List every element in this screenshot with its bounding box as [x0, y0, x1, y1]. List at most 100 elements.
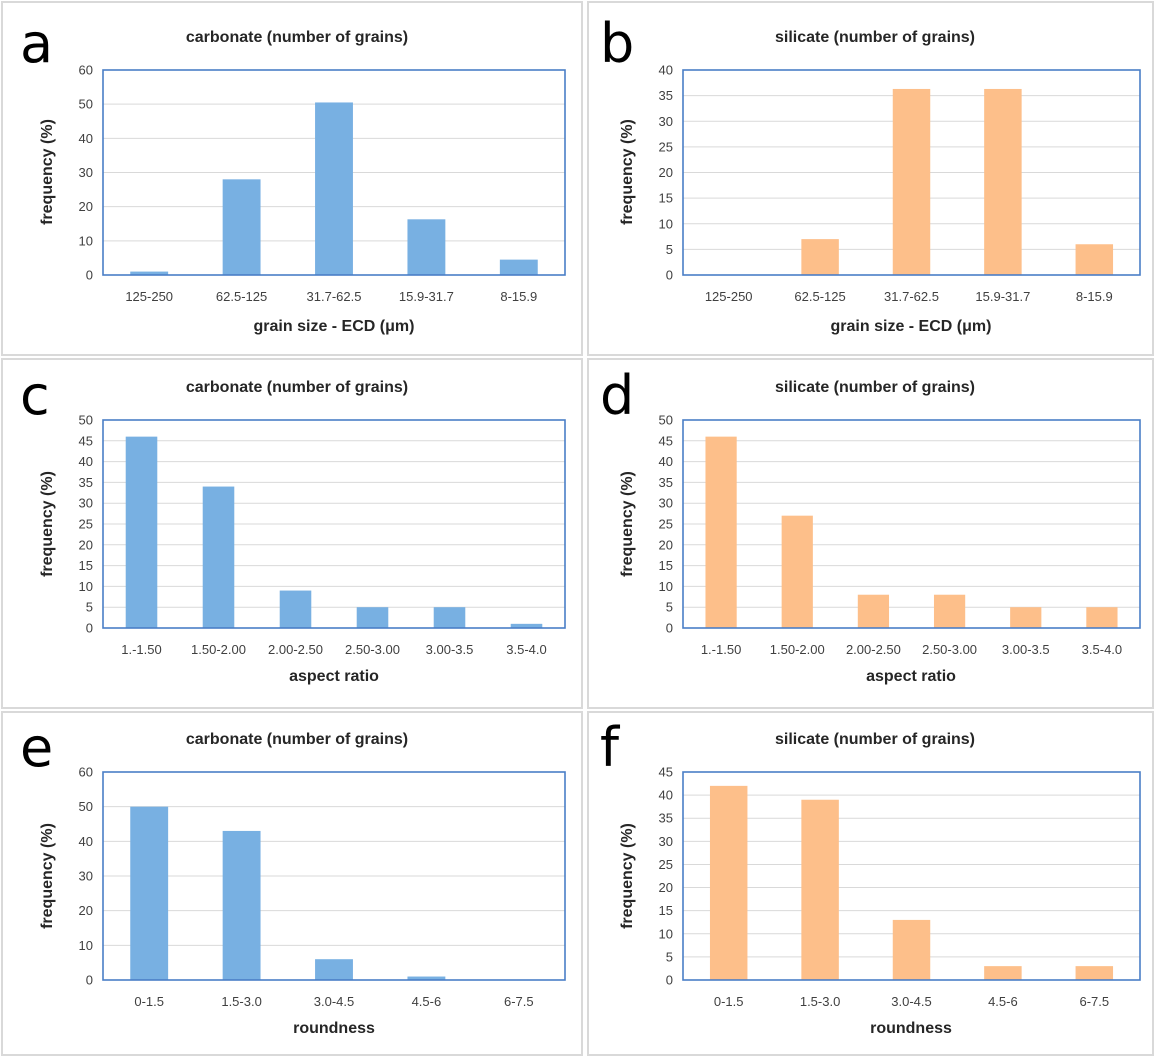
chart-c-ytick-label: 0 — [86, 621, 93, 636]
chart-a-panel-letter: a — [20, 12, 53, 75]
chart-c-panel-border — [1, 358, 583, 709]
chart-b-xtick-label: 125-250 — [705, 289, 753, 304]
chart-a-ytick-label: 0 — [86, 268, 93, 283]
chart-c-bar-4 — [356, 607, 389, 628]
chart-f-bar-4 — [984, 966, 1022, 980]
chart-f-ytick-label: 10 — [659, 926, 673, 941]
chart-e-bar-3 — [315, 959, 353, 980]
chart-d-bar-2 — [781, 515, 813, 628]
chart-c-xtick-label: 3.00-3.5 — [426, 642, 474, 657]
chart-f-ytick-label: 5 — [666, 949, 673, 964]
chart-d-ytick-label: 50 — [659, 413, 673, 428]
chart-e-panel-letter: e — [20, 716, 53, 779]
chart-d-panel-border — [587, 358, 1154, 709]
chart-c-ytick-label: 15 — [79, 558, 93, 573]
chart-c-xtick-label: 1.-1.50 — [121, 642, 161, 657]
chart-f-bar-2 — [801, 799, 839, 980]
chart-f-ytick-label: 40 — [659, 788, 673, 803]
chart-b-xtick-label: 62.5-125 — [794, 289, 845, 304]
chart-d-bar-4 — [933, 594, 966, 628]
chart-d-xtick-label: 3.5-4.0 — [1082, 642, 1122, 657]
chart-e-panel-border — [1, 711, 583, 1056]
chart-b-ytick-label: 25 — [659, 139, 673, 154]
chart-a-xtick-label: 8-15.9 — [500, 289, 537, 304]
chart-a-bar-4 — [407, 219, 446, 275]
chart-a-plot-area — [102, 69, 566, 276]
chart-d-ytick-label: 45 — [659, 433, 673, 448]
chart-f-y-axis-label: frequency (%) — [619, 823, 636, 929]
chart-a-ytick-label: 10 — [79, 233, 93, 248]
chart-e-xtick-label: 1.5-3.0 — [221, 994, 261, 1009]
chart-c-xtick-label: 1.50-2.00 — [191, 642, 246, 657]
chart-f-title: silicate (number of grains) — [775, 731, 975, 748]
chart-c-x-axis-label: aspect ratio — [289, 668, 379, 685]
chart-a-ytick-label: 60 — [79, 63, 93, 78]
chart-a-ytick-label: 40 — [79, 131, 93, 146]
chart-f-ytick-label: 20 — [659, 880, 673, 895]
chart-f-ytick-label: 15 — [659, 903, 673, 918]
chart-a-panel-border — [1, 1, 583, 356]
chart-b: 0 5 10 15 20 25 30 35 40 125-250 62.5-125 31.7-62.5… — [587, 1, 1154, 356]
chart-f-xtick-label: 6-7.5 — [1079, 994, 1109, 1009]
chart-d-ytick-label: 40 — [659, 454, 673, 469]
chart-c-xtick-label: 2.00-2.50 — [268, 642, 323, 657]
chart-a-xtick-label: 62.5-125 — [216, 289, 267, 304]
chart-d-bar-5 — [1010, 607, 1042, 628]
chart-b-ytick-label: 15 — [659, 191, 673, 206]
chart-e-xtick-label: 4.5-6 — [412, 994, 442, 1009]
chart-f-x-axis-label: roundness — [870, 1020, 952, 1037]
chart-c-xtick-label: 2.50-3.00 — [345, 642, 400, 657]
chart-c-ytick-label: 35 — [79, 475, 93, 490]
chart-f-ytick-label: 30 — [659, 834, 673, 849]
chart-f-ytick-label: 0 — [666, 973, 673, 988]
chart-b-bar-3 — [892, 88, 931, 276]
chart-b-ytick-label: 40 — [659, 63, 673, 78]
chart-d-bar-3 — [857, 594, 890, 628]
chart-c-ytick-label: 30 — [79, 496, 93, 511]
chart-c-ytick-label: 50 — [79, 413, 93, 428]
chart-b-panel-letter: b — [600, 12, 634, 75]
chart-e-xtick-label: 6-7.5 — [504, 994, 534, 1009]
chart-b-ytick-label: 20 — [659, 165, 673, 180]
chart-e-ytick-label: 10 — [79, 938, 93, 953]
chart-a-bar-5 — [499, 259, 538, 275]
chart-b-xtick-label: 8-15.9 — [1076, 289, 1113, 304]
chart-a-x-axis-label: grain size - ECD (μm) — [254, 318, 415, 335]
chart-e-ytick-label: 0 — [86, 973, 93, 988]
chart-d-ytick-label: 0 — [666, 621, 673, 636]
chart-d-ytick-label: 20 — [659, 537, 673, 552]
chart-d-y-axis-label: frequency (%) — [619, 471, 636, 577]
chart-c-bar-6 — [510, 623, 543, 628]
chart-e-ytick-label: 30 — [79, 869, 93, 884]
chart-b-plot-area — [682, 69, 1141, 276]
chart-f-xtick-label: 3.0-4.5 — [891, 994, 931, 1009]
chart-c-y-axis-label: frequency (%) — [39, 471, 56, 577]
chart-b-xtick-label: 31.7-62.5 — [884, 289, 939, 304]
chart-e-plot-area — [102, 771, 566, 981]
chart-a: 0 10 20 30 40 50 60 125-250 62.5-125 31.7-62.5 15.… — [1, 1, 583, 356]
chart-b-ytick-label: 5 — [666, 242, 673, 257]
chart-c-title: carbonate (number of grains) — [186, 379, 408, 396]
chart-e-bar-1 — [130, 806, 169, 980]
chart-a-ytick-label: 30 — [79, 165, 93, 180]
chart-c-bar-1 — [125, 436, 158, 628]
chart-c-panel-letter: c — [20, 364, 50, 427]
chart-e-ytick-label: 20 — [79, 903, 93, 918]
chart-d-ytick-label: 30 — [659, 496, 673, 511]
chart-c-ytick-label: 20 — [79, 537, 93, 552]
chart-b-title: silicate (number of grains) — [775, 29, 975, 46]
chart-d-ytick-label: 15 — [659, 558, 673, 573]
chart-f-panel-letter: f — [600, 716, 621, 779]
chart-b-panel-border — [587, 1, 1154, 356]
chart-f-bar-3 — [892, 919, 931, 980]
chart-c-ytick-label: 45 — [79, 433, 93, 448]
chart-d-xtick-label: 1.-1.50 — [701, 642, 741, 657]
chart-f-plot-area — [682, 771, 1141, 981]
chart-d-title: silicate (number of grains) — [775, 379, 975, 396]
chart-a-y-axis-label: frequency (%) — [39, 119, 56, 225]
chart-f-panel-border — [587, 711, 1154, 1056]
chart-d-bar-1 — [705, 436, 737, 628]
chart-c-bar-2 — [202, 486, 235, 628]
chart-d-xtick-label: 2.00-2.50 — [846, 642, 901, 657]
chart-e-xtick-label: 3.0-4.5 — [314, 994, 354, 1009]
